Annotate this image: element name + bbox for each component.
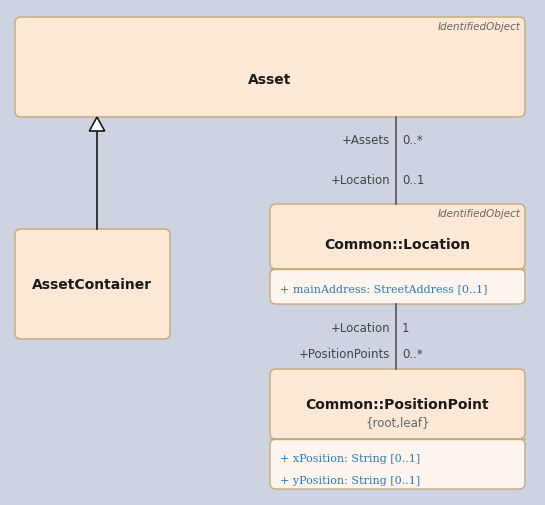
FancyBboxPatch shape xyxy=(15,18,525,118)
FancyBboxPatch shape xyxy=(15,230,170,339)
FancyBboxPatch shape xyxy=(270,369,525,439)
Text: AssetContainer: AssetContainer xyxy=(33,277,153,291)
Text: 0..*: 0..* xyxy=(402,348,423,361)
FancyBboxPatch shape xyxy=(270,205,525,270)
FancyBboxPatch shape xyxy=(270,439,525,489)
Text: 1: 1 xyxy=(402,321,409,334)
Text: + xPosition: String [0..1]: + xPosition: String [0..1] xyxy=(280,453,420,463)
Text: + yPosition: String [0..1]: + yPosition: String [0..1] xyxy=(280,475,420,485)
Text: +Assets: +Assets xyxy=(342,133,390,146)
FancyBboxPatch shape xyxy=(270,270,525,305)
Text: + mainAddress: StreetAddress [0..1]: + mainAddress: StreetAddress [0..1] xyxy=(280,283,487,293)
Text: +PositionPoints: +PositionPoints xyxy=(299,348,390,361)
Text: +Location: +Location xyxy=(330,321,390,334)
Text: IdentifiedObject: IdentifiedObject xyxy=(438,22,521,32)
Text: Common::Location: Common::Location xyxy=(324,238,470,252)
Text: {root,leaf}: {root,leaf} xyxy=(365,416,430,429)
Text: Common::PositionPoint: Common::PositionPoint xyxy=(306,397,489,411)
Text: Asset: Asset xyxy=(249,73,292,87)
Text: IdentifiedObject: IdentifiedObject xyxy=(438,209,521,219)
Text: 0..1: 0..1 xyxy=(402,173,425,186)
Text: +Location: +Location xyxy=(330,173,390,186)
Text: 0..*: 0..* xyxy=(402,133,423,146)
Polygon shape xyxy=(89,118,105,132)
